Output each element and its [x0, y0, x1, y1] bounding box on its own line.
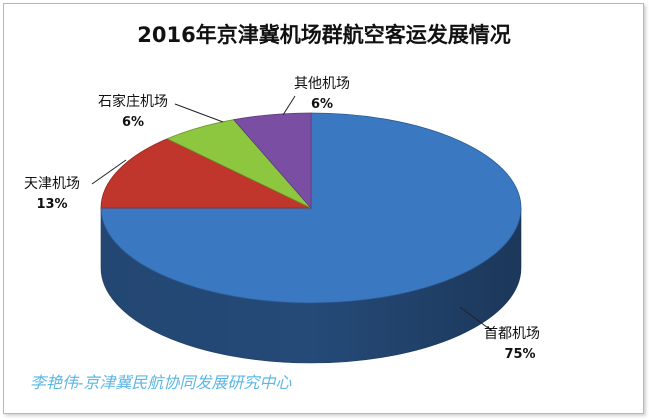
slice-label-3: 其他机场: [294, 76, 350, 92]
slice-label-1: 天津机场: [24, 176, 80, 192]
leader-line-0: [459, 306, 493, 332]
chart-title: 2016年京津冀机场群航空客运发展情况: [137, 23, 510, 47]
slice-labels: 首都机场 75% 天津机场 13% 石家庄机场 6% 其他机场 6%: [24, 76, 540, 362]
slice-value-0: 75%: [504, 347, 535, 362]
pie-slice-1: [100, 138, 312, 209]
slice-label-0: 首都机场: [484, 326, 540, 342]
pie-slice-3: [232, 112, 312, 210]
slice-label-2: 石家庄机场: [98, 93, 168, 110]
slice-side-shade-0: [101, 208, 521, 363]
slice-value-3: 6%: [311, 97, 333, 112]
slice-value-1: 13%: [36, 197, 67, 212]
leader-line-2: [174, 103, 224, 123]
pie-slices: [100, 112, 522, 304]
slice-value-2: 6%: [122, 115, 144, 130]
leader-line-1: [91, 159, 127, 185]
leader-lines: [91, 95, 493, 332]
leader-line-3: [282, 95, 296, 116]
pie-slice-0: [100, 112, 522, 304]
watermark-text: 李艳伟-京津冀民航协同发展研究中心: [30, 373, 292, 392]
